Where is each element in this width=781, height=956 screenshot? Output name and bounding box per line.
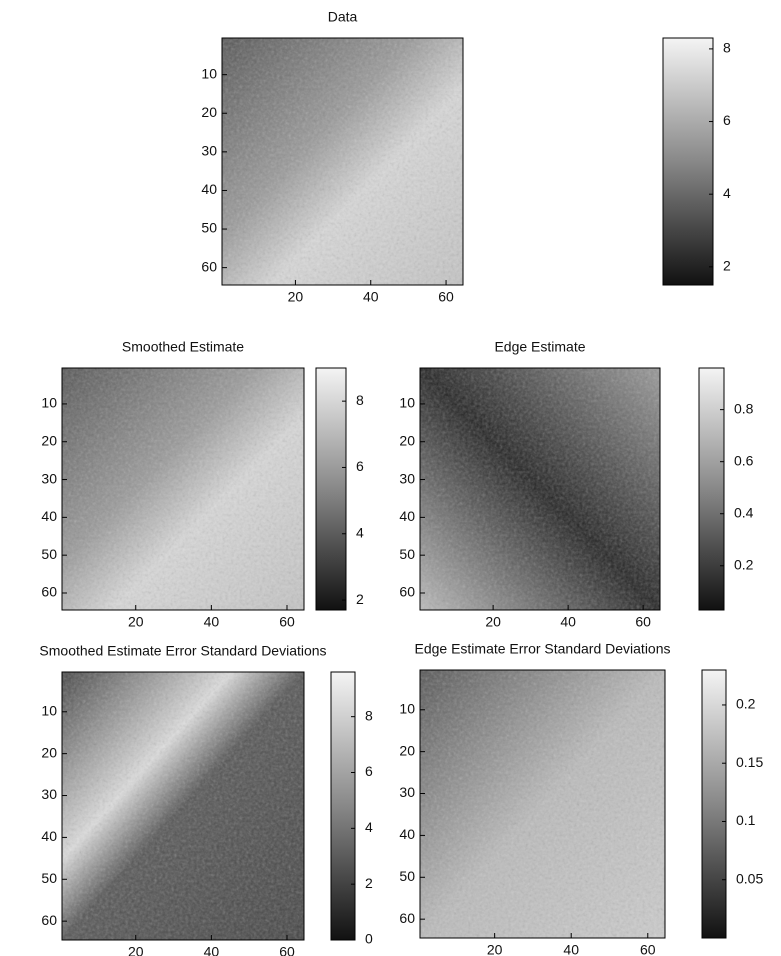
x-tick-label: 60 [279, 944, 295, 956]
colorbar-tick-label: 0.2 [734, 556, 754, 572]
y-tick-label: 10 [201, 65, 217, 81]
colorbar-tick-label: 0.1 [736, 812, 756, 828]
y-tick-label: 20 [201, 104, 217, 120]
colorbar [702, 670, 726, 938]
y-tick-label: 30 [399, 470, 415, 486]
colorbar-tick-label: 2 [365, 875, 373, 891]
panel-title: Data [328, 9, 358, 25]
y-tick-label: 60 [399, 910, 415, 926]
y-tick-label: 10 [41, 395, 57, 411]
image-texture [62, 368, 304, 610]
colorbar [699, 368, 724, 610]
y-tick-label: 50 [41, 546, 57, 562]
y-tick-label: 30 [41, 786, 57, 802]
colorbar-tick-label: 4 [365, 819, 373, 835]
colorbar-tick-label: 0.6 [734, 452, 754, 468]
colorbar-tick-label: 6 [723, 112, 731, 128]
colorbar-tick-label: 0.2 [736, 696, 756, 712]
y-tick-label: 20 [41, 744, 57, 760]
colorbar-tick-label: 0.15 [736, 754, 763, 770]
x-tick-label: 40 [560, 614, 576, 630]
colorbar [316, 368, 346, 610]
y-tick-label: 60 [41, 584, 57, 600]
panel-title: Smoothed Estimate [122, 339, 244, 355]
x-tick-label: 20 [288, 289, 304, 305]
x-tick-label: 40 [204, 614, 220, 630]
image-texture [222, 38, 463, 285]
x-tick-label: 20 [128, 614, 144, 630]
colorbar-tick-label: 8 [356, 392, 364, 408]
figure: Data2040601020304050602468Smoothed Estim… [0, 0, 781, 956]
y-tick-label: 40 [399, 508, 415, 524]
y-tick-label: 30 [201, 143, 217, 159]
y-tick-label: 40 [399, 826, 415, 842]
y-tick-label: 30 [41, 470, 57, 486]
y-tick-label: 10 [399, 700, 415, 716]
y-tick-label: 20 [41, 432, 57, 448]
y-tick-label: 60 [201, 258, 217, 274]
y-tick-label: 20 [399, 742, 415, 758]
x-tick-label: 40 [363, 289, 379, 305]
y-tick-label: 60 [399, 584, 415, 600]
x-tick-label: 60 [635, 614, 651, 630]
colorbar-tick-label: 0.8 [734, 400, 754, 416]
image-texture [62, 672, 304, 940]
y-tick-label: 10 [41, 702, 57, 718]
colorbar [331, 672, 355, 940]
x-tick-label: 60 [279, 614, 295, 630]
y-tick-label: 50 [201, 220, 217, 236]
x-tick-label: 40 [204, 944, 220, 956]
x-tick-label: 20 [487, 942, 503, 956]
x-tick-label: 60 [438, 289, 454, 305]
colorbar-tick-label: 6 [365, 763, 373, 779]
y-tick-label: 30 [399, 784, 415, 800]
y-tick-label: 50 [399, 546, 415, 562]
y-tick-label: 20 [399, 432, 415, 448]
panel-title: Edge Estimate [494, 339, 585, 355]
colorbar-tick-label: 0.4 [734, 504, 754, 520]
colorbar [663, 38, 713, 285]
colorbar-tick-label: 0 [365, 931, 373, 947]
colorbar-tick-label: 4 [723, 185, 731, 201]
x-tick-label: 20 [485, 614, 501, 630]
y-tick-label: 40 [41, 508, 57, 524]
colorbar-tick-label: 2 [723, 258, 731, 274]
x-tick-label: 60 [640, 942, 656, 956]
colorbar-tick-label: 6 [356, 458, 364, 474]
colorbar-tick-label: 4 [356, 524, 364, 540]
colorbar-tick-label: 8 [365, 707, 373, 723]
y-tick-label: 40 [201, 181, 217, 197]
x-tick-label: 20 [128, 944, 144, 956]
colorbar-tick-label: 8 [723, 40, 731, 56]
y-tick-label: 50 [41, 870, 57, 886]
image-texture [420, 670, 665, 938]
y-tick-label: 60 [41, 912, 57, 928]
panel-title: Smoothed Estimate Error Standard Deviati… [39, 643, 326, 659]
colorbar-tick-label: 2 [356, 591, 364, 607]
image-texture [420, 368, 660, 610]
y-tick-label: 40 [41, 828, 57, 844]
y-tick-label: 50 [399, 868, 415, 884]
y-tick-label: 10 [399, 395, 415, 411]
x-tick-label: 40 [563, 942, 579, 956]
colorbar-tick-label: 0.05 [736, 870, 763, 886]
panel-title: Edge Estimate Error Standard Deviations [414, 641, 670, 657]
